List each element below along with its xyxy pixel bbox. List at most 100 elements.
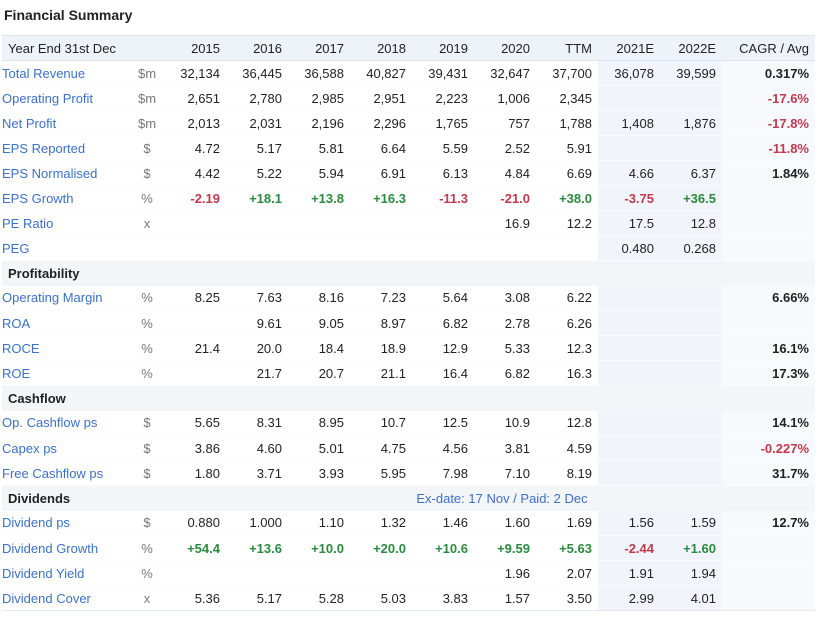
table-cell: 16.3	[536, 360, 598, 386]
row-label-link[interactable]: Total Revenue	[2, 60, 136, 86]
row-label-link[interactable]: Free Cashflow ps	[2, 460, 136, 486]
table-cell: 7.23	[350, 285, 412, 311]
table-row: Net Profit $m 2,013 2,031 2,196 2,296 1,765 757…	[2, 110, 815, 136]
table-cell: 6.64	[350, 135, 412, 161]
table-cell: 6.22	[536, 285, 598, 311]
table-cell: 1,408	[598, 110, 660, 136]
cagr-cell	[722, 560, 815, 586]
page-title: Financial Summary	[4, 7, 133, 23]
table-cell: 3.83	[412, 585, 474, 611]
row-label-link[interactable]: EPS Normalised	[2, 160, 136, 186]
cagr-cell: -17.8%	[722, 110, 815, 136]
cagr-cell: 16.1%	[722, 335, 815, 361]
cagr-cell: 12.7%	[722, 510, 815, 536]
table-cell: 3.71	[226, 460, 288, 486]
table-cell: 5.91	[536, 135, 598, 161]
row-label-link[interactable]: PE Ratio	[2, 210, 136, 236]
row-unit: $	[136, 510, 164, 536]
table-row: Dividend ps $0.880 1.000 1.10 1.32 1.46 1.60 1.…	[2, 510, 815, 536]
table-cell: 12.8	[660, 210, 722, 236]
table-cell: 2.78	[474, 310, 536, 336]
section-title: Profitability	[2, 260, 350, 286]
table-cell: 1.80	[164, 460, 226, 486]
row-label-link[interactable]: Dividend ps	[2, 510, 136, 536]
table-cell: 16.9	[474, 210, 536, 236]
table-cell: 32,647	[474, 60, 536, 86]
table-cell: 2,031	[226, 110, 288, 136]
column-header: CAGR / Avg	[722, 35, 815, 61]
table-cell	[226, 235, 288, 261]
table-row: Dividend Cover x 5.36 5.17 5.28 5.03 3.83 1.57 3…	[2, 585, 815, 611]
cagr-cell	[722, 585, 815, 611]
cagr-cell: 14.1%	[722, 410, 815, 436]
table-cell: 6.37	[660, 160, 722, 186]
table-cell: 10.7	[350, 410, 412, 436]
table-cell: 1.60	[474, 510, 536, 536]
table-cell: 1,876	[660, 110, 722, 136]
table-cell: 5.17	[226, 135, 288, 161]
row-unit: %	[136, 360, 164, 386]
table-cell	[660, 85, 722, 111]
row-label-link[interactable]: Dividend Cover	[2, 585, 136, 611]
row-label-link[interactable]: Capex ps	[2, 435, 136, 461]
table-cell	[350, 560, 412, 586]
table-cell: -3.75	[598, 185, 660, 211]
table-cell: 12.9	[412, 335, 474, 361]
financial-summary-table: Year End 31st Dec 2015 2016 2017 2018 2019 202…	[2, 35, 815, 611]
row-label-link[interactable]: Operating Margin	[2, 285, 136, 311]
table-cell: 2,780	[226, 85, 288, 111]
row-label-link[interactable]: Operating Profit	[2, 85, 136, 111]
table-cell: 4.60	[226, 435, 288, 461]
table-cell: +5.63	[536, 535, 598, 561]
table-cell: 39,599	[660, 60, 722, 86]
table-row: Free Cashflow ps $1.80 3.71 3.93 5.95 7.98 7.1…	[2, 460, 815, 486]
section-header: Cashflow	[2, 385, 815, 411]
table-cell	[412, 235, 474, 261]
row-unit: $	[136, 460, 164, 486]
table-cell	[164, 235, 226, 261]
table-cell: 2.52	[474, 135, 536, 161]
row-label-link[interactable]: ROA	[2, 310, 136, 336]
row-unit: $m	[136, 85, 164, 111]
table-cell: +10.0	[288, 535, 350, 561]
row-unit: $	[136, 410, 164, 436]
column-header: 2020	[474, 35, 536, 61]
table-row: ROA% 9.61 9.05 8.97 6.82 2.78 6.26	[2, 310, 815, 336]
section-note	[350, 260, 660, 286]
row-label-link[interactable]: EPS Reported	[2, 135, 136, 161]
table-row: PEG 0.480 0.268	[2, 235, 815, 261]
table-cell: 2,013	[164, 110, 226, 136]
table-row: EPS Normalised $4.42 5.22 5.94 6.91 6.13 4.84 6…	[2, 160, 815, 186]
section-header: Profitability	[2, 260, 815, 286]
row-label-link[interactable]: PEG	[2, 235, 136, 261]
table-cell	[474, 235, 536, 261]
column-header: Year End 31st Dec	[2, 35, 136, 61]
table-cell	[660, 360, 722, 386]
table-cell: +54.4	[164, 535, 226, 561]
table-cell	[598, 285, 660, 311]
row-label-link[interactable]: ROCE	[2, 335, 136, 361]
section-title: Cashflow	[2, 385, 350, 411]
row-label-link[interactable]: ROE	[2, 360, 136, 386]
table-cell: 1,006	[474, 85, 536, 111]
table-cell: 5.94	[288, 160, 350, 186]
table-row: EPS Growth% -2.19 +18.1 +13.8 +16.3 -11.3 -21.…	[2, 185, 815, 211]
table-cell	[598, 85, 660, 111]
cagr-cell	[722, 210, 815, 236]
row-label-link[interactable]: EPS Growth	[2, 185, 136, 211]
cagr-cell	[722, 535, 815, 561]
table-cell: 40,827	[350, 60, 412, 86]
column-header: TTM	[536, 35, 598, 61]
table-cell: 1,788	[536, 110, 598, 136]
row-label-link[interactable]: Op. Cashflow ps	[2, 410, 136, 436]
row-unit: %	[136, 310, 164, 336]
table-cell: 39,431	[412, 60, 474, 86]
table-cell: 1.91	[598, 560, 660, 586]
row-label-link[interactable]: Dividend Growth	[2, 535, 136, 561]
table-cell	[598, 435, 660, 461]
row-label-link[interactable]: Dividend Yield	[2, 560, 136, 586]
table-cell: 7.63	[226, 285, 288, 311]
table-header-row: Year End 31st Dec 2015 2016 2017 2018 2019 202…	[2, 35, 815, 61]
row-unit: $	[136, 135, 164, 161]
row-label-link[interactable]: Net Profit	[2, 110, 136, 136]
